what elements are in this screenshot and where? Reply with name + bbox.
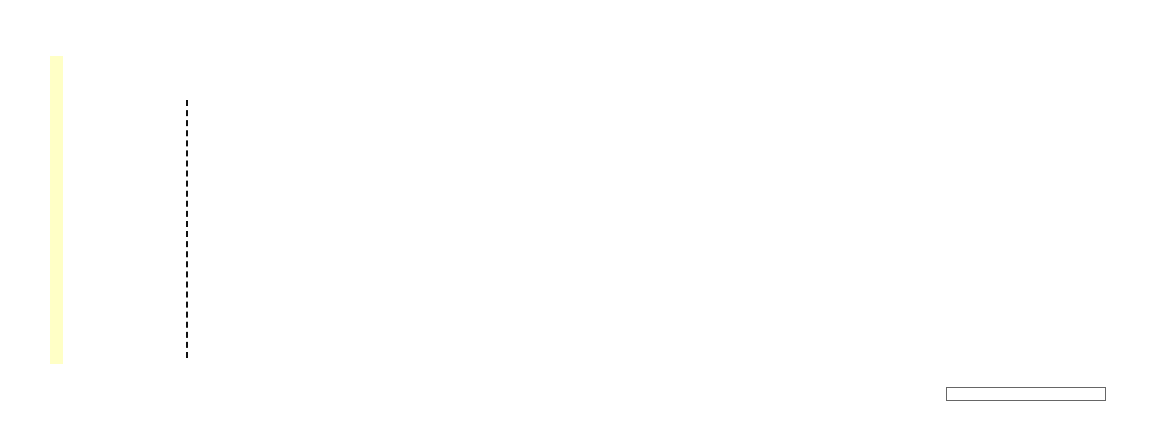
weather-icons-row — [128, 95, 1105, 141]
temperature-axis-label — [7, 170, 25, 360]
cloud-density-scale — [946, 387, 1106, 401]
wind-barbs-row — [128, 140, 1105, 170]
rain-swatch — [128, 390, 166, 405]
now-line — [186, 100, 188, 358]
precipitation-axis-label — [93, 170, 111, 360]
shower-swatch — [278, 390, 316, 405]
cloud-height-axis-label — [1131, 170, 1149, 360]
left-strip — [50, 56, 63, 364]
forecast-chart — [128, 172, 1105, 358]
